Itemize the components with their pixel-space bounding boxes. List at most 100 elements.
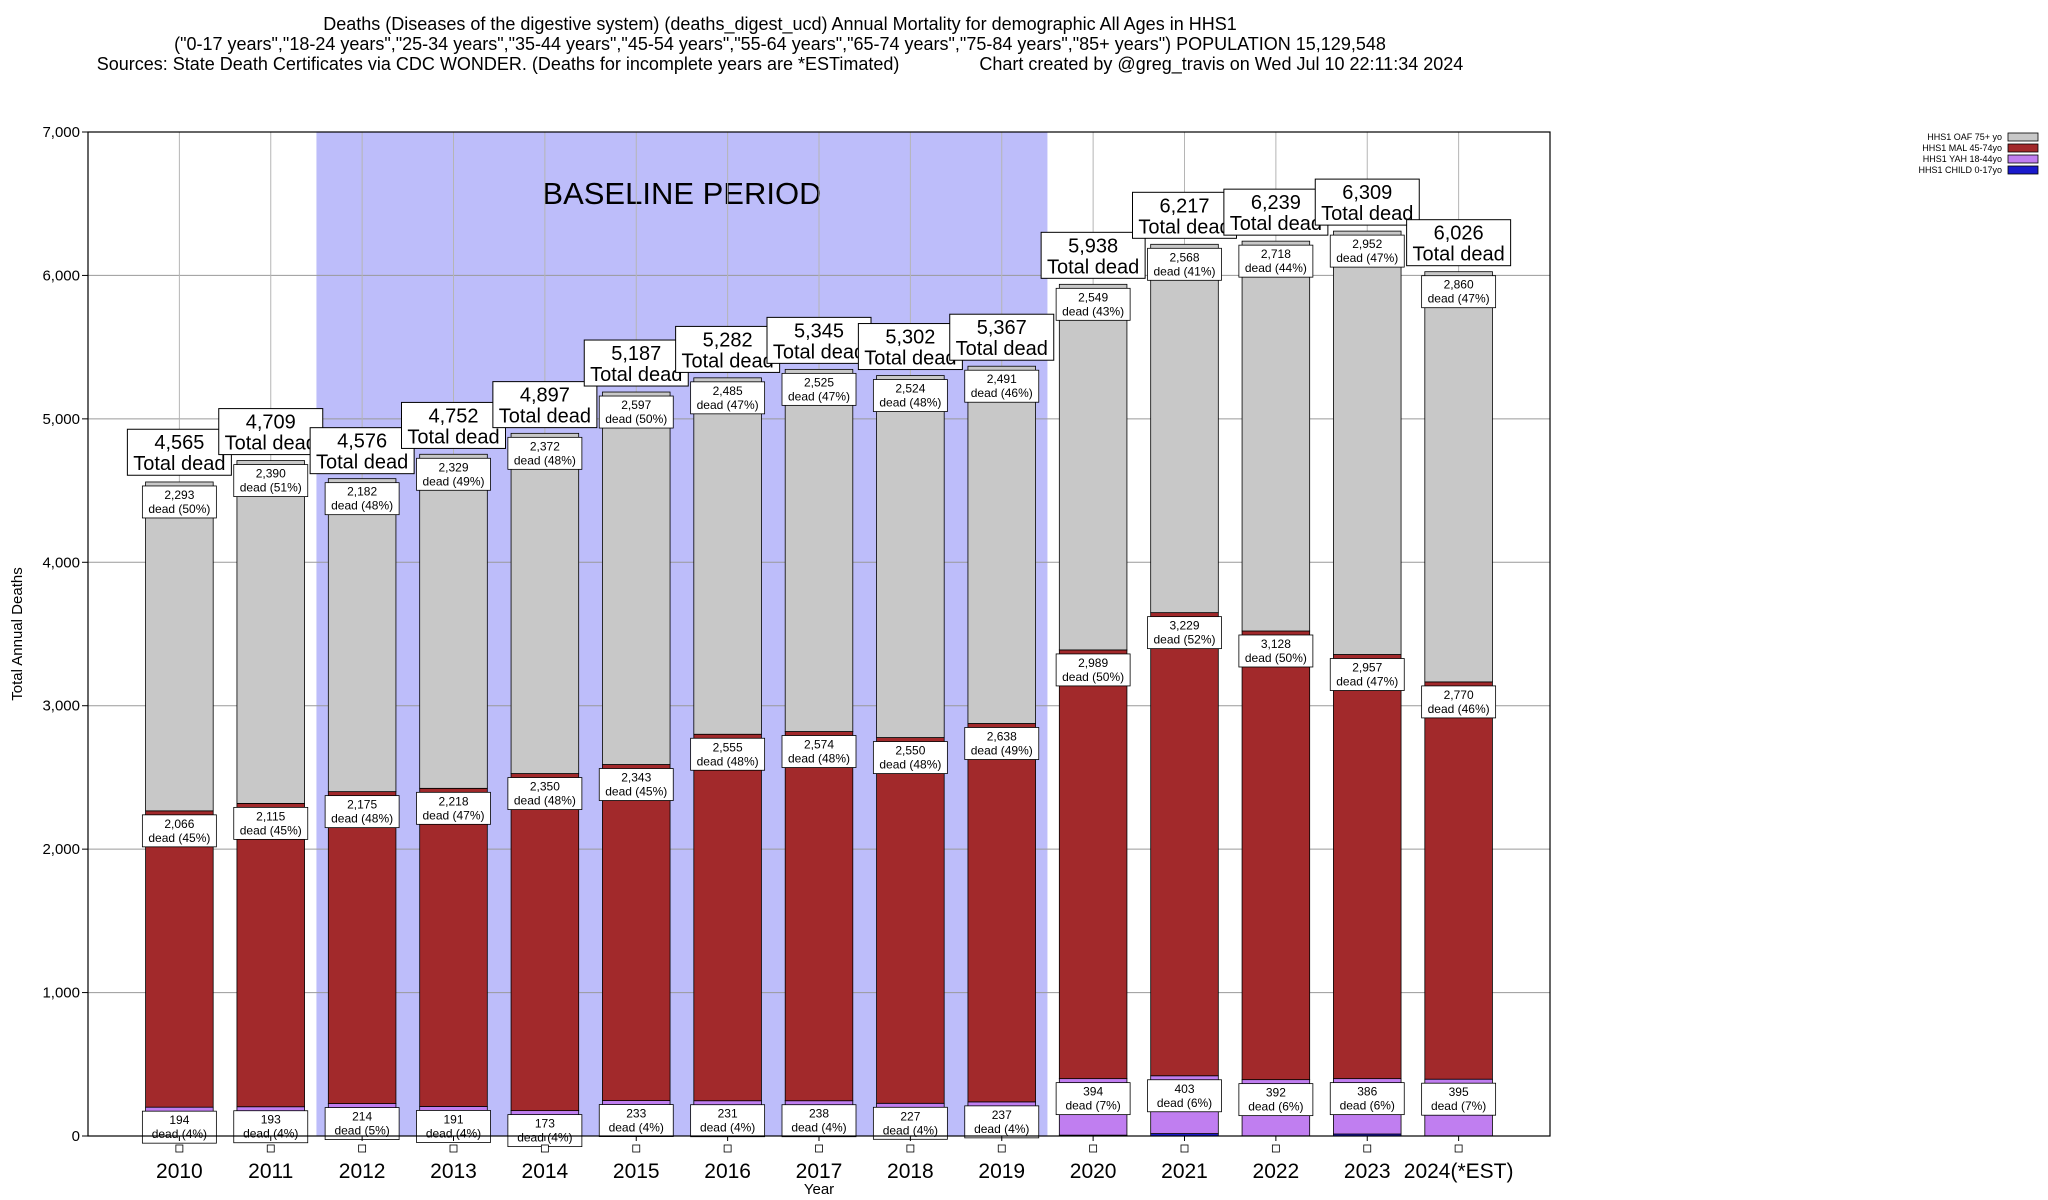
segment-label-value: 3,229 — [1169, 619, 1199, 633]
bar-segment — [145, 481, 214, 812]
total-label-value: 5,302 — [885, 327, 935, 349]
bar-segment — [784, 731, 854, 1102]
chart-title-line-1: Deaths (Diseases of the digestive system… — [323, 14, 1237, 34]
legend-entry-swatch — [2007, 165, 2039, 175]
segment-label-box — [690, 737, 766, 771]
segment-label-value: 394 — [1083, 1085, 1103, 1099]
x-tick-label: 2015 — [613, 1160, 660, 1183]
segment-label-pct: dead (5%) — [334, 1124, 389, 1138]
segment-label-value: 403 — [1174, 1082, 1194, 1096]
total-label-box — [766, 316, 872, 364]
segment-label-box — [1055, 653, 1131, 687]
segment-label-box — [964, 727, 1040, 760]
total-label-value: 4,565 — [154, 432, 204, 454]
bar-marker — [723, 1144, 732, 1153]
segment-label-box — [1329, 1082, 1405, 1116]
x-tick-label: 2021 — [1161, 1160, 1208, 1183]
y-tick-label: 1,000 — [42, 985, 80, 1002]
x-tick-label: 2020 — [1070, 1160, 1117, 1183]
total-label-suffix: Total dead — [225, 433, 317, 455]
segment-label-box — [1238, 1083, 1314, 1117]
segment-label-pct: dead (48%) — [514, 453, 576, 467]
segment-label-pct: dead (52%) — [1153, 633, 1215, 647]
segment-label-pct: dead (49%) — [422, 474, 484, 488]
segment-label-box — [781, 735, 857, 768]
segment-label-box — [1238, 634, 1314, 668]
segment-label-box — [781, 372, 857, 406]
total-label-suffix: Total dead — [590, 364, 682, 386]
total-label-box — [309, 427, 415, 475]
bar-marker — [1363, 1144, 1372, 1153]
segment-label-pct: dead (47%) — [1336, 675, 1398, 689]
total-label-suffix: Total dead — [1230, 213, 1322, 235]
segment-label-pct: dead (47%) — [697, 398, 759, 412]
segment-label-box — [141, 485, 217, 519]
segment-label-box — [781, 1104, 857, 1138]
bar-marker — [358, 1144, 367, 1153]
segment-label-pct: dead (48%) — [879, 396, 941, 410]
segment-label-value: 2,182 — [347, 485, 377, 499]
segment-label-pct: dead (50%) — [1062, 670, 1124, 684]
segment-label-value: 2,770 — [1444, 688, 1474, 702]
segment-label-pct: dead (48%) — [697, 754, 759, 768]
bar-segment — [967, 365, 1036, 724]
segment-label-box — [1055, 287, 1131, 321]
total-label-suffix: Total dead — [499, 406, 591, 428]
y-tick-label: 5,000 — [42, 411, 80, 428]
bar-segment — [419, 787, 488, 1107]
total-label-value: 6,026 — [1434, 223, 1484, 245]
segment-label-value: 233 — [626, 1107, 646, 1121]
total-label-box — [1406, 219, 1512, 267]
segment-label-value: 2,175 — [347, 798, 377, 812]
bar-segment — [693, 733, 762, 1102]
segment-label-box — [507, 436, 583, 470]
segment-label-box — [690, 381, 766, 415]
segment-label-box — [598, 395, 674, 429]
segment-label-pct: dead (50%) — [605, 412, 667, 426]
segment-label-value: 2,568 — [1169, 250, 1199, 264]
x-tick-label: 2014 — [522, 1160, 569, 1183]
legend-entry-label: HHS1 MAL 45-74yo — [1922, 143, 2002, 153]
chart-title-block: Deaths (Diseases of the digestive system… — [0, 14, 1560, 74]
segment-label-box — [141, 814, 217, 848]
bar-marker — [449, 1144, 458, 1153]
segment-label-box — [1147, 616, 1222, 650]
bar-marker — [1271, 1144, 1280, 1153]
legend-entry-label: HHS1 CHILD 0-17yo — [1918, 165, 2002, 175]
total-label-value: 4,576 — [337, 431, 387, 453]
legend-entry-swatch — [2007, 132, 2039, 142]
total-label-value: 5,282 — [703, 329, 753, 351]
total-label-box — [949, 313, 1055, 361]
bar-marker — [815, 1144, 823, 1153]
x-tick-label: 2012 — [339, 1160, 386, 1183]
bar-segment — [236, 460, 305, 804]
segment-label-pct: dead (49%) — [971, 743, 1033, 757]
segment-label-pct: dead (4%) — [152, 1127, 207, 1141]
total-label-box — [492, 381, 598, 429]
y-axis-label: Total Annual Deaths — [9, 567, 26, 700]
segment-label-value: 2,525 — [804, 375, 834, 389]
total-label-value: 5,187 — [611, 343, 661, 365]
segment-label-value: 395 — [1449, 1085, 1469, 1099]
bar-segment — [1333, 230, 1402, 655]
segment-label-value: 2,597 — [621, 398, 651, 412]
segment-label-pct: dead (4%) — [883, 1123, 938, 1137]
bar-segment — [1424, 271, 1493, 683]
segment-label-value: 2,350 — [530, 780, 560, 794]
total-label-value: 5,345 — [794, 320, 844, 342]
segment-label-box — [1147, 1079, 1222, 1113]
segment-label-value: 392 — [1266, 1086, 1286, 1100]
segment-label-box — [964, 1105, 1040, 1139]
segment-label-value: 2,524 — [895, 382, 925, 396]
segment-label-value: 2,957 — [1352, 661, 1382, 675]
segment-label-pct: dead (4%) — [609, 1121, 664, 1135]
x-tick-label: 2024(*EST) — [1404, 1160, 1514, 1183]
segment-label-pct: dead (48%) — [331, 812, 393, 826]
segment-label-value: 173 — [535, 1117, 555, 1131]
total-label-suffix: Total dead — [1321, 203, 1413, 225]
total-label-suffix: Total dead — [773, 341, 865, 363]
segment-label-value: 3,128 — [1261, 637, 1291, 651]
total-label-box — [1132, 191, 1237, 239]
segment-label-value: 2,293 — [164, 488, 194, 502]
segment-label-value: 191 — [443, 1112, 463, 1126]
